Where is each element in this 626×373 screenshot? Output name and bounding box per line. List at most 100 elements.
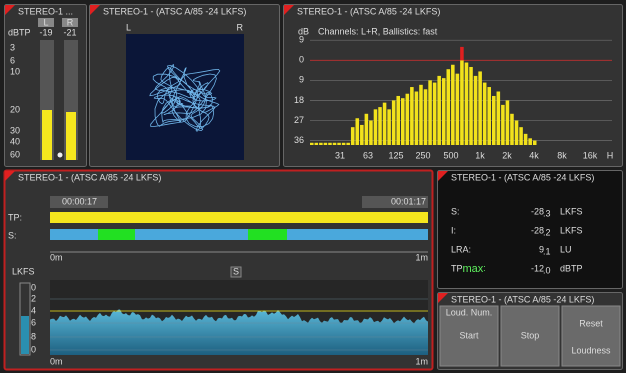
spectrum-bar: [319, 142, 323, 145]
readout-int: -28: [531, 206, 544, 216]
x-tick-label: 63: [363, 150, 373, 160]
x-tick-label: 16k: [583, 150, 598, 160]
spectrum-bar: [341, 142, 346, 145]
spectrum-bar: [360, 124, 364, 145]
spectrum-bar: [428, 80, 432, 145]
readout-dec: .2: [543, 227, 551, 237]
channel-box: [38, 18, 54, 27]
spectrum-bar: [310, 142, 314, 145]
gonio-label: L: [126, 22, 131, 32]
history-area: [50, 309, 428, 355]
meter-dot: [57, 152, 63, 158]
time-tick: 0m: [50, 356, 63, 366]
channel-box: [62, 18, 78, 27]
readout-label: LRA:: [451, 244, 471, 254]
spectrum-bar: [482, 82, 487, 145]
stop-button[interactable]: [500, 305, 560, 367]
spectrum-bar: [460, 60, 464, 145]
readout-label: S:: [451, 206, 460, 216]
button-label: Stop: [521, 330, 540, 340]
row-label: S:: [8, 230, 17, 240]
channel-label: R: [67, 17, 74, 27]
gonio-trace: [149, 63, 221, 132]
gonio-label: R: [237, 22, 244, 32]
x-tick-label: H: [607, 150, 614, 160]
spectrum-bar: [519, 127, 523, 145]
spectrum-unit: dB: [298, 26, 309, 36]
spectrum-bar: [391, 100, 396, 145]
x-tick-label: 2k: [502, 150, 512, 160]
y-tick-label: 0: [299, 55, 304, 65]
x-tick-label: 31: [335, 150, 345, 160]
start-button[interactable]: [439, 305, 499, 367]
channel-label: L: [43, 17, 48, 27]
spectrum-bar: [510, 113, 514, 145]
readout-dec: .3: [543, 208, 551, 218]
history-unit: LKFS: [12, 266, 35, 276]
spectrum-bar: [514, 120, 519, 145]
x-tick-label: 500: [443, 150, 458, 160]
x-tick-label: 1k: [475, 150, 485, 160]
readout-int: -12: [531, 263, 544, 273]
reset-button[interactable]: [561, 305, 621, 367]
panel-title: STEREO-1 - (ATSC A/85 -24 LKFS): [18, 172, 161, 182]
spectrum-bar: [410, 87, 414, 145]
panel-title: STEREO-1 - (ATSC A/85 -24 LKFS): [103, 6, 246, 16]
s-bar-ok: [98, 229, 135, 240]
spectrum-bar: [346, 142, 350, 145]
time-label: 00:00:17: [62, 196, 97, 206]
readout-label: I:: [451, 225, 456, 235]
spectrum-bar: [314, 142, 319, 145]
button-label: Reset: [579, 318, 603, 328]
time-box: [362, 196, 428, 208]
spectrum-bar: [432, 82, 437, 145]
spectrum-bar: [396, 95, 400, 145]
history-meter-fill: [21, 316, 29, 354]
spectrum-bar: [478, 71, 482, 145]
readout-unit: LU: [560, 244, 572, 254]
spectrum-bar: [523, 133, 528, 145]
button-label: Loudness: [571, 345, 611, 355]
panel-corner: [438, 293, 448, 303]
y-tick-label: 27: [294, 115, 304, 125]
spectrum-bar: [501, 104, 505, 145]
spectrum-bar: [378, 107, 382, 145]
spectrum-bar: [528, 138, 532, 145]
spectrum-bar: [373, 109, 378, 145]
tp-bar: [50, 212, 428, 223]
readout-colon: :: [483, 263, 486, 273]
panel-title: STEREO-1 - (ATSC A/85 -24 LKFS): [297, 6, 440, 16]
panel-title: STEREO-1 ...: [18, 6, 73, 16]
marker-label: S: [233, 266, 239, 276]
x-tick-label: 8k: [557, 150, 567, 160]
panel-corner: [90, 5, 100, 15]
panel-corner: [284, 5, 294, 15]
row-label: TP:: [8, 212, 22, 222]
s-bar-ok: [248, 229, 287, 240]
spectrum-bar: [328, 142, 332, 145]
time-box: [50, 196, 108, 208]
readout-int: -28: [531, 225, 544, 235]
readout-unit: dBTP: [560, 263, 583, 273]
meter-scale: 3: [10, 42, 15, 52]
meter-scale: 30: [10, 125, 20, 135]
readout-sub: max: [463, 263, 484, 275]
spectrum-bar: [419, 84, 423, 145]
spectrum-bar: [355, 118, 360, 145]
s-bar: [50, 229, 428, 240]
time-tick: 1m: [415, 252, 428, 262]
time-tick: 1m: [415, 356, 428, 366]
meter-scale: 6: [10, 55, 15, 65]
spectrum-bar: [437, 75, 441, 145]
readout-dec: .1: [543, 246, 551, 256]
time-tick: 0m: [50, 252, 63, 262]
spectrum-bar: [364, 113, 369, 145]
x-tick-label: 125: [388, 150, 403, 160]
spectrum-bar: [441, 78, 446, 145]
meter-bar: [66, 112, 76, 160]
readout-int: 9: [539, 244, 544, 254]
y-tick-label: 18: [294, 95, 304, 105]
readout-unit: LKFS: [560, 225, 583, 235]
panel: [437, 170, 623, 289]
meter-scale: 40: [10, 136, 20, 146]
